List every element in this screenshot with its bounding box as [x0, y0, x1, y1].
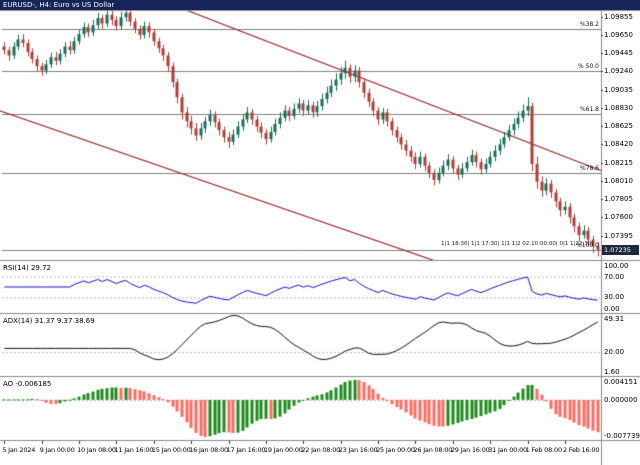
rsi-axis-label: 70.00 — [604, 272, 625, 281]
time-axis-label: 5 Jan 2024 — [2, 446, 36, 454]
adx-axis-label: 20.00 — [604, 348, 625, 357]
price-axis-label: 1.09650 — [604, 31, 633, 39]
time-axis-label: 2 Feb 16:00 — [562, 446, 600, 454]
price-axis-label: 1.07805 — [604, 195, 633, 204]
time-axis-label: 17 Jan 16:00 — [226, 446, 266, 454]
price-axis-label: 1.08625 — [604, 122, 633, 131]
current-price-badge: 1.07235 — [602, 244, 639, 255]
price-axis-label: 1.08010 — [604, 176, 633, 185]
chart-title: EURUSD-, H4: Euro vs US Dollar — [3, 1, 115, 9]
fib-level-label: %38.2 — [579, 21, 599, 29]
time-axis-label: 25 Jan 00:00 — [376, 446, 415, 454]
fib-level-label: % 50.0 — [578, 63, 599, 71]
time-axis-label: 26 Jan 08:00 — [413, 446, 453, 454]
time-axis-label: 9 Jan 00:00 — [39, 446, 75, 454]
fib-level-label: %78.6 — [579, 165, 599, 173]
price-axis-label: 1.07395 — [604, 231, 633, 240]
rsi-axis-label: 100.00 — [604, 262, 629, 270]
time-axis-label: 1 Feb 08:00 — [525, 446, 563, 454]
price-axis-label: 1.07600 — [604, 213, 633, 222]
time-axis-label: 10 Jan 08:00 — [77, 446, 116, 454]
price-axis-label: 1.09855 — [604, 12, 633, 21]
fib-level-label: %100.0 — [576, 241, 599, 249]
time-axis-label: 23 Jan 16:00 — [338, 446, 378, 454]
ao-axis-label: 0.004151 — [604, 378, 638, 386]
fibo-time-annotation: 1|1 18:30| 1|1 17:30| 1|1 1|2 02:10:00:0… — [441, 240, 594, 247]
time-axis-label: 11 Jan 16:00 — [114, 446, 154, 454]
ao-indicator-header: AO -0.006185 — [3, 380, 52, 388]
price-axis-label: 1.08420 — [604, 140, 633, 149]
time-axis-label: 19 Jan 00:00 — [263, 446, 303, 454]
time-axis-label: 29 Jan 16:00 — [450, 446, 490, 454]
price-axis-label: 1.08215 — [604, 158, 633, 167]
time-axis-label: 16 Jan 08:00 — [189, 446, 228, 454]
adx-axis-label: 49.31 — [604, 315, 625, 323]
chart-titlebar[interactable]: EURUSD-, H4: Euro vs US Dollar — [0, 0, 640, 10]
adx-indicator-header: ADX(14) 31.37 9.37 38.69 — [3, 317, 95, 325]
fib-level-label: %61.8 — [579, 105, 599, 113]
price-axis-label: 1.08830 — [604, 103, 633, 112]
time-axis-label: 15 Jan 00:00 — [151, 446, 191, 454]
price-axis-label: 1.09035 — [604, 85, 633, 94]
time-axis-label: 22 Jan 08:00 — [301, 446, 341, 454]
ao-axis-label: 0.000000 — [604, 395, 638, 404]
time-axis-label: 31 Jan 00:00 — [488, 446, 527, 454]
price-axis-label: 1.09240 — [604, 67, 633, 76]
rsi-axis-label: 0.00 — [604, 305, 620, 313]
rsi-indicator-header: RSI(14) 29.72 — [3, 264, 52, 272]
adx-axis-label: 1.60 — [604, 368, 620, 376]
price-axis-label: 1.09445 — [604, 49, 633, 58]
rsi-axis-label: 30.00 — [604, 293, 625, 302]
ao-axis-label: -0.007739 — [604, 432, 640, 440]
